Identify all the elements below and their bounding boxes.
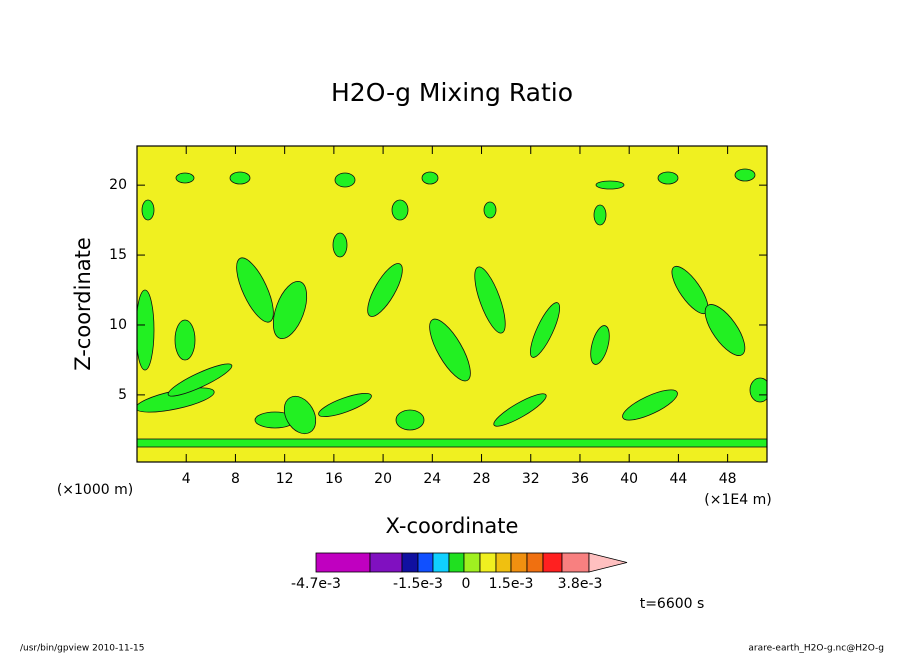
- colorbar-box: [561, 552, 590, 573]
- contour: [429, 318, 471, 382]
- x-tick-label: 36: [571, 471, 589, 487]
- contour: [734, 168, 756, 182]
- y-axis-label: Z-coordinate: [71, 237, 95, 371]
- contour: [593, 204, 607, 226]
- x-tick-label: 40: [620, 471, 638, 487]
- contour: [529, 302, 561, 358]
- contour: [167, 363, 233, 397]
- colorbar-box: [510, 552, 528, 573]
- colorbar-label: 1.5e-3: [489, 576, 534, 592]
- y-unit: (×1000 m): [57, 482, 133, 498]
- contour: [595, 180, 625, 190]
- x-unit: (×1E4 m): [704, 492, 771, 508]
- colorbar-label: 0: [462, 576, 471, 592]
- contour: [334, 172, 356, 188]
- colorbar: -4.7e-3 -1.5e-3 0 1.5e-3 3.8e-3: [291, 552, 628, 592]
- contour: [367, 263, 403, 317]
- colorbar-label: -1.5e-3: [393, 576, 443, 592]
- colorbar-box: [479, 552, 497, 573]
- contour: [391, 199, 409, 221]
- x-tick-label: 44: [669, 471, 687, 487]
- contour: [395, 409, 425, 431]
- time-label: t=6600 s: [640, 596, 705, 612]
- y-tick-label: 10: [109, 317, 127, 333]
- x-tick-label: 20: [374, 471, 392, 487]
- contour: [175, 172, 195, 184]
- plot-frame: [136, 145, 768, 463]
- contour: [749, 377, 767, 403]
- contour: [137, 289, 155, 371]
- colorbar-box: [463, 552, 481, 573]
- colorbar-extend: [588, 552, 628, 573]
- colorbar-box: [315, 552, 371, 573]
- colorbar-box: [417, 552, 434, 573]
- contour: [493, 393, 547, 427]
- contour: [704, 304, 746, 356]
- footer-left: /usr/bin/gpview 2010-11-15: [20, 644, 144, 654]
- contour: [174, 319, 196, 361]
- contour: [332, 232, 348, 258]
- colorbar-box: [542, 552, 563, 573]
- footer-right: arare-earth_H2O-g.nc@H2O-g: [748, 644, 884, 654]
- contour: [318, 392, 372, 418]
- plot-area: [137, 146, 767, 462]
- colorbar-box: [432, 552, 450, 573]
- colorbar-box: [401, 552, 419, 573]
- contour: [622, 389, 678, 421]
- contour: [483, 201, 497, 219]
- y-tick-label: 15: [109, 247, 127, 263]
- x-tick-label: 48: [719, 471, 737, 487]
- contour: [590, 325, 610, 365]
- contours: [137, 168, 767, 448]
- colorbar-box: [526, 552, 544, 573]
- contour: [236, 257, 274, 323]
- x-tick-label: 8: [231, 471, 240, 487]
- x-axis-label: X-coordinate: [386, 514, 519, 538]
- chart-title: H2O-g Mixing Ratio: [331, 78, 573, 107]
- contour: [657, 171, 679, 185]
- contour: [283, 395, 317, 435]
- contour: [141, 199, 155, 221]
- y-tick-label: 5: [118, 387, 127, 403]
- x-tick-label: 12: [276, 471, 294, 487]
- x-tick-label: 24: [423, 471, 441, 487]
- x-tick-label: 16: [325, 471, 343, 487]
- contour: [421, 171, 439, 185]
- contour: [229, 171, 251, 185]
- x-tick-label: 28: [473, 471, 491, 487]
- colorbar-box: [448, 552, 465, 573]
- x-tick-label: 32: [522, 471, 540, 487]
- contour: [474, 266, 506, 334]
- colorbar-box: [495, 552, 512, 573]
- colorbar-box: [369, 552, 403, 573]
- colorbar-label: 3.8e-3: [558, 576, 603, 592]
- contour: [272, 281, 308, 339]
- y-tick-label: 20: [109, 177, 127, 193]
- x-tick-label: 4: [182, 471, 191, 487]
- contour-band: [137, 438, 767, 448]
- colorbar-label: -4.7e-3: [291, 576, 341, 592]
